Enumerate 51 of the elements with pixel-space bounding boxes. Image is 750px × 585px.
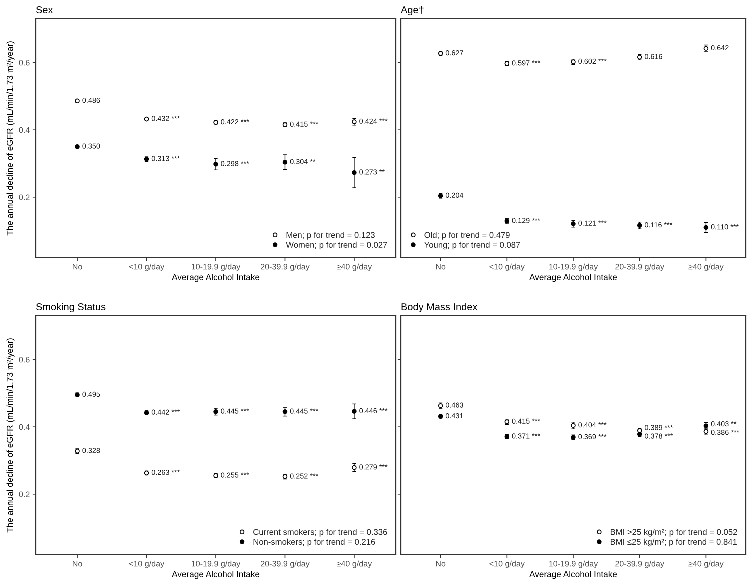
x-tick-label: 10-19.9 g/day: [549, 264, 598, 272]
chart-title: Age†: [401, 6, 424, 16]
y-tick-label: 0.4: [19, 127, 30, 134]
legend-label: Old; p for trend = 0.479: [424, 232, 510, 240]
x-tick-label: 20-39.9 g/day: [261, 560, 310, 568]
y-axis-title: The annual decline of eGFR (mL/min/1.73 m²/year): [6, 338, 15, 533]
legend-label: Women; p for trend = 0.027: [286, 242, 388, 250]
point: [352, 170, 357, 176]
legend-label: Current smokers; p for trend = 0.336: [254, 529, 388, 537]
x-axis-title: Average Alcohol Intake: [172, 274, 260, 282]
y-tick-label: 0.2: [19, 194, 30, 200]
chart-title: Body Mass Index: [402, 303, 478, 313]
x-tick-label: <10 g/day: [129, 264, 165, 272]
point: [637, 223, 642, 228]
point: [282, 160, 288, 165]
x-tick-label: <10 g/day: [490, 560, 525, 568]
chart-title: Smoking Status: [36, 303, 106, 313]
x-tick-label: 10-19.9 g/day: [549, 560, 598, 568]
y-tick-label: 0.6: [19, 60, 30, 66]
legend-label: Non-smokers; p for trend = 0.216: [254, 538, 376, 547]
x-tick-label: No: [436, 561, 446, 567]
chart-title: Sex: [36, 6, 54, 14]
legend-label: BMI >25 kg/m²; p for trend = 0.052: [610, 529, 738, 537]
x-tick-label: No: [436, 264, 446, 270]
point: [214, 162, 218, 167]
y-tick-label: 0.6: [19, 357, 30, 363]
legend-label: Men; p for trend = 0.123: [286, 232, 375, 240]
x-axis-title: Average Alcohol Intake: [172, 571, 260, 580]
x-tick-label: ≥40 g/day: [337, 264, 372, 272]
x-tick-label: 20-39.9 g/day: [616, 560, 664, 568]
point: [704, 225, 709, 230]
x-tick-label: ≥40 g/day: [337, 560, 372, 568]
x-tick-label: 10-19.9 g/day: [192, 264, 241, 272]
x-tick-label: No: [73, 264, 82, 270]
legend-label: BMI ≤25 kg/m²; p for trend = 0.841: [610, 538, 737, 547]
x-axis-title: Average Alcohol Intake: [530, 274, 618, 282]
x-tick-label: 20-39.9 g/day: [261, 264, 310, 272]
x-axis-title: Average Alcohol Intake: [530, 571, 618, 580]
x-tick-label: 20-39.9 g/day: [616, 264, 664, 272]
y-tick-label: 0.2: [19, 492, 30, 498]
x-tick-label: <10 g/day: [129, 560, 165, 568]
y-axis-title: The annual decline of eGFR (mL/min/1.73 m²/year): [6, 42, 15, 236]
point: [282, 410, 288, 414]
x-tick-label: ≥40 g/day: [688, 560, 724, 568]
x-tick-label: 10-19.9 g/day: [192, 560, 241, 568]
point: [352, 409, 357, 414]
legend-label: Young; p for trend = 0.087: [424, 242, 520, 250]
x-tick-label: <10 g/day: [490, 264, 525, 272]
x-tick-label: ≥40 g/day: [688, 264, 724, 272]
y-tick-label: 0.4: [19, 424, 30, 430]
x-tick-label: No: [73, 561, 82, 567]
